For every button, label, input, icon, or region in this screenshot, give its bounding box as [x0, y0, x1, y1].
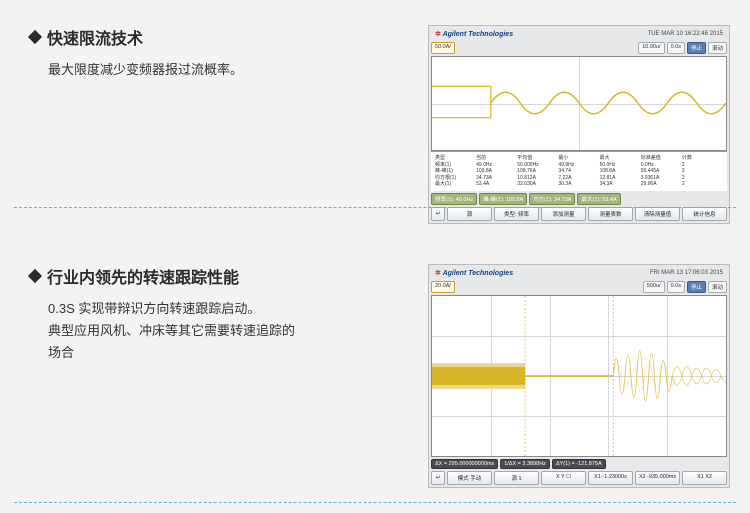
scope-button-rows: ↩ 源 类型: 频率 添加测量 测量表数 清除测量值 统计信息 — [431, 207, 727, 221]
scope-titlebar: ✲ Agilent Technologies TUE MAR 10 16:22:… — [431, 28, 727, 40]
meas-col-label: 类型 频率(1) 峰-峰(1) 均方根(1) 最大(1) — [435, 155, 476, 188]
meas-col-current: 当前 49.0Hz 109.8A 34.73A 53.4A — [476, 155, 517, 188]
stop-pill: 停止 — [687, 42, 706, 54]
scope-settings-row: 50.0A/ 10.00u/ 0.0s 停止 滚动 — [431, 42, 727, 54]
section-heading: 行业内领先的转速跟踪性能 — [30, 264, 408, 288]
scope-brand: ✲ Agilent Technologies — [435, 269, 513, 277]
scope-btn[interactable]: X1 X2 — [682, 471, 727, 485]
scope-btn[interactable]: 模式 手动 — [447, 471, 492, 485]
stop-pill: 停止 — [687, 281, 706, 293]
timebase-pill: 500u/ — [643, 281, 665, 293]
heading-text: 快速限流技术 — [47, 25, 143, 49]
body-line: 场合 — [48, 342, 408, 364]
scope-brand: ✲ Agilent Technologies — [435, 30, 513, 38]
channel-pill: 50.0A/ — [431, 42, 455, 54]
run-pill: 滚动 — [708, 42, 727, 54]
meas-col-avg: 平均值 50.009Hz 108.76A 10.812A 32.030A — [517, 155, 558, 188]
scope-frame: ✲ Agilent Technologies FRI MAR 13 17:06:… — [428, 264, 730, 488]
scope-screen — [431, 295, 727, 457]
waveform-trace — [432, 57, 726, 150]
back-button[interactable]: ↩ — [431, 471, 445, 485]
text-column: 行业内领先的转速跟踪性能 0.3S 实现带辩识方向转速跟踪启动。 典型应用风机、… — [30, 264, 428, 364]
run-pill: 滚动 — [708, 281, 727, 293]
back-button[interactable]: ↩ — [431, 207, 445, 221]
scope-btn[interactable]: 添加测量 — [541, 207, 586, 221]
scope-screen — [431, 56, 727, 151]
timebase-pill: 10.00u/ — [638, 42, 664, 54]
scope-btn[interactable]: 清除测量值 — [635, 207, 680, 221]
scope-status-row: 频率(1): 49.0Hz 峰-峰(1): 109.8A 均方(1): 34.7… — [431, 193, 727, 205]
meas-col-min: 最小 49.9Hz 34.74 7.22A 30.3A — [558, 155, 599, 188]
scope-date: TUE MAR 10 16:22:46 2015 — [648, 31, 723, 37]
oscilloscope-image-2: ✲ Agilent Technologies FRI MAR 13 17:06:… — [428, 264, 730, 488]
readout-pill: 1/ΔX = 3.3898Hz — [500, 459, 550, 469]
section-body: 0.3S 实现带辩识方向转速跟踪启动。 典型应用风机、冲床等其它需要转速追踪的 … — [48, 298, 408, 364]
scope-titlebar: ✲ Agilent Technologies FRI MAR 13 17:06:… — [431, 267, 727, 279]
scope-btn[interactable]: X Y ☐ — [541, 471, 586, 485]
bullet-diamond-icon — [28, 268, 42, 282]
section-divider — [14, 207, 736, 208]
scope-btn[interactable]: 源 1 — [494, 471, 539, 485]
readout-pill: ΔY(1) = -121.875A — [552, 459, 606, 469]
measurement-table: 类型 频率(1) 峰-峰(1) 均方根(1) 最大(1) 当前 49.0Hz 1… — [431, 151, 727, 191]
body-line: 0.3S 实现带辩识方向转速跟踪启动。 — [48, 298, 408, 320]
oscilloscope-image-1: ✲ Agilent Technologies TUE MAR 10 16:22:… — [428, 25, 730, 224]
body-line: 典型应用风机、冲床等其它需要转速追踪的 — [48, 320, 408, 342]
section-fast-current-limit: 快速限流技术 最大限度减少变频器报过流概率。 ✲ Agilent Technol… — [0, 0, 750, 224]
scope-button-row: ↩ 模式 手动 源 1 X Y ☐ X1 -1.23000s X2 -935.0… — [431, 471, 727, 485]
bullet-diamond-icon — [28, 30, 42, 44]
meas-col-stdev: 标准差值 0.0Hz 59.445A 3.9361A 29.96A — [641, 155, 682, 188]
channel-pill: 20.0A/ — [431, 281, 455, 293]
scope-frame: ✲ Agilent Technologies TUE MAR 10 16:22:… — [428, 25, 730, 224]
section-heading: 快速限流技术 — [30, 25, 408, 49]
scope-btn[interactable]: 统计信息 — [682, 207, 727, 221]
meas-col-max: 最大 50.0Hz 108.8A 12.81A 34.3A — [600, 155, 641, 188]
scope-btn[interactable]: 类型: 频率 — [494, 207, 539, 221]
status-pill: 均方(1): 34.73A — [529, 193, 575, 205]
meas-col-count: 计数 2 2 2 2 — [682, 155, 723, 188]
readout-pill: ΔX = 295.000000000ms — [431, 459, 498, 469]
scope-btn[interactable]: 源 — [447, 207, 492, 221]
status-pill: 峰-峰(1): 109.8A — [479, 193, 527, 205]
heading-text: 行业内领先的转速跟踪性能 — [47, 264, 239, 288]
scope-date: FRI MAR 13 17:06:03 2015 — [650, 270, 723, 276]
scope-btn[interactable]: X2 -935.000ms — [635, 471, 680, 485]
cursor-pill: 0.0s — [667, 281, 685, 293]
section-body: 最大限度减少变频器报过流概率。 — [48, 59, 408, 81]
scope-settings-row: 20.0A/ 500u/ 0.0s 停止 滚动 — [431, 281, 727, 293]
section-divider — [14, 502, 736, 503]
cursor-pill: 0.0s — [667, 42, 685, 54]
scope-readout-row: ΔX = 295.000000000ms 1/ΔX = 3.3898Hz ΔY(… — [431, 459, 727, 469]
status-pill: 频率(1): 49.0Hz — [431, 193, 477, 205]
scope-btn[interactable]: 测量表数 — [588, 207, 633, 221]
scope-btn[interactable]: X1 -1.23000s — [588, 471, 633, 485]
status-pill: 最大(1): 53.4A — [577, 193, 620, 205]
section-speed-tracking: 行业内领先的转速跟踪性能 0.3S 实现带辩识方向转速跟踪启动。 典型应用风机、… — [0, 224, 750, 488]
waveform-trace — [432, 296, 726, 456]
text-column: 快速限流技术 最大限度减少变频器报过流概率。 — [30, 25, 428, 81]
